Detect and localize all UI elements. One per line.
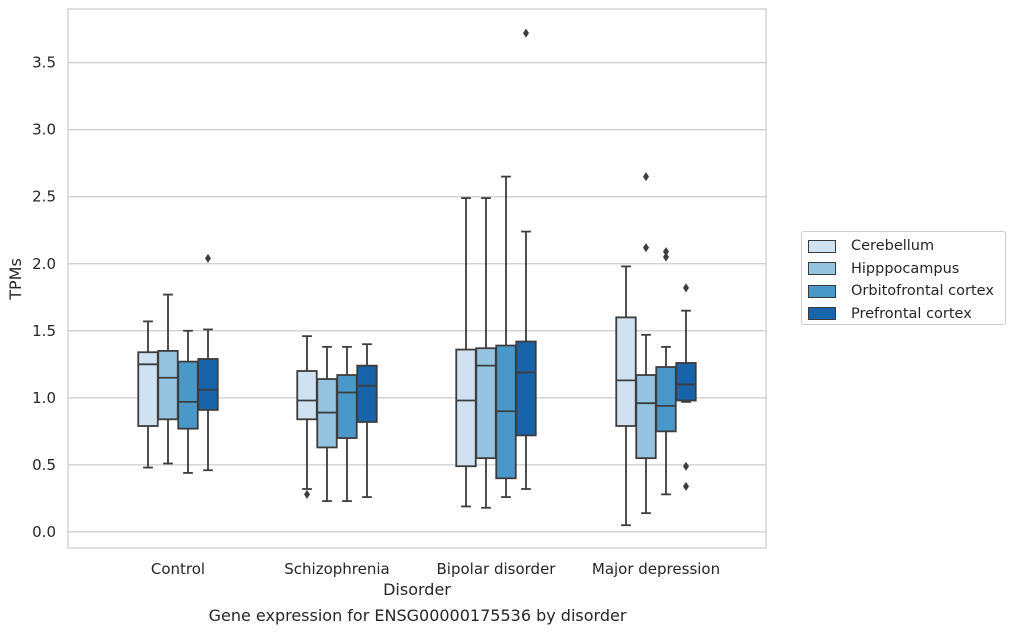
y-tick-label: 1.5 <box>32 322 56 340</box>
iqr-box <box>356 364 378 423</box>
y-tick-label: 0.5 <box>32 456 56 474</box>
outlier-point <box>683 461 689 471</box>
box-cerebellum <box>615 265 637 527</box>
box-orbitofrontal-cortex <box>336 345 358 502</box>
y-tick-label: 3.0 <box>32 121 56 139</box>
y-tick-label: 0.0 <box>32 523 56 541</box>
y-tick-label: 2.0 <box>32 255 56 273</box>
x-tick-label: Schizophrenia <box>284 560 389 578</box>
chart-caption: Gene expression for ENSG00000175536 by d… <box>208 606 627 625</box>
box-cerebellum <box>137 320 159 469</box>
box-prefrontal-cortex <box>356 343 378 498</box>
box-cerebellum <box>455 197 477 508</box>
iqr-box <box>296 370 318 421</box>
legend: Cerebellum Hipppocampus Orbitofrontal co… <box>801 231 1006 325</box>
iqr-box <box>177 360 199 430</box>
legend-swatch <box>808 284 836 298</box>
box-layer <box>137 28 697 527</box>
iqr-box <box>137 351 159 427</box>
box-prefrontal-cortex <box>197 253 219 472</box>
legend-item-hippocampus: Hipppocampus <box>808 258 1005 281</box>
y-tick-label: 3.5 <box>32 54 56 72</box>
legend-swatch <box>808 262 836 276</box>
x-tick-label: Major depression <box>592 560 720 578</box>
box-hipppocampus <box>475 197 497 509</box>
y-axis-label: TPMs <box>6 258 25 301</box>
outlier-point <box>663 252 669 262</box>
legend-label: Orbitofrontal cortex <box>851 283 994 300</box>
outlier-point <box>643 172 649 182</box>
legend-item-orbitofrontal-cortex: Orbitofrontal cortex <box>808 280 1005 303</box>
box-cerebellum <box>296 335 318 499</box>
y-tick-label: 1.0 <box>32 389 56 407</box>
iqr-box <box>635 374 657 460</box>
iqr-box <box>455 348 477 468</box>
iqr-box <box>475 347 497 460</box>
iqr-box <box>615 316 637 427</box>
x-tick-label: Bipolar disorder <box>437 560 557 578</box>
legend-swatch <box>808 307 836 321</box>
outlier-point <box>683 481 689 491</box>
y-tick-label: 2.5 <box>32 188 56 206</box>
box-hipppocampus <box>316 345 338 502</box>
legend-swatch <box>808 239 836 253</box>
x-tick-label: Control <box>151 560 205 578</box>
box-hipppocampus <box>635 172 657 515</box>
iqr-box <box>336 374 358 439</box>
box-orbitofrontal-cortex <box>495 175 517 498</box>
legend-label: Prefrontal cortex <box>851 305 972 322</box>
iqr-box <box>515 340 537 437</box>
legend-item-prefrontal-cortex: Prefrontal cortex <box>808 303 1005 326</box>
outlier-point <box>205 253 211 263</box>
outlier-point <box>523 28 529 38</box>
outlier-point <box>304 489 310 499</box>
legend-label: Hipppocampus <box>851 260 960 277</box>
box-orbitofrontal-cortex <box>177 329 199 474</box>
box-hipppocampus <box>157 293 179 465</box>
iqr-box <box>157 350 179 421</box>
y-tick-labels: 0.0 0.5 1.0 1.5 2.0 2.5 3.0 3.5 <box>32 54 56 541</box>
iqr-box <box>675 362 697 402</box>
plot-frame <box>67 8 767 549</box>
legend-label: Cerebellum <box>851 238 935 255</box>
iqr-box <box>197 358 219 411</box>
outlier-point <box>643 243 649 253</box>
x-tick-labels: Control Schizophrenia Bipolar disorder Majo… <box>151 560 720 578</box>
x-axis-label: Disorder <box>383 580 451 599</box>
iqr-box <box>655 366 677 433</box>
legend-item-cerebellum: Cerebellum <box>808 235 1005 258</box>
box-prefrontal-cortex <box>515 28 537 490</box>
grid-layer <box>68 62 766 533</box>
outlier-point <box>683 283 689 293</box>
box-prefrontal-cortex <box>675 283 697 491</box>
outlier-point <box>663 247 669 257</box>
box-orbitofrontal-cortex <box>655 247 677 496</box>
